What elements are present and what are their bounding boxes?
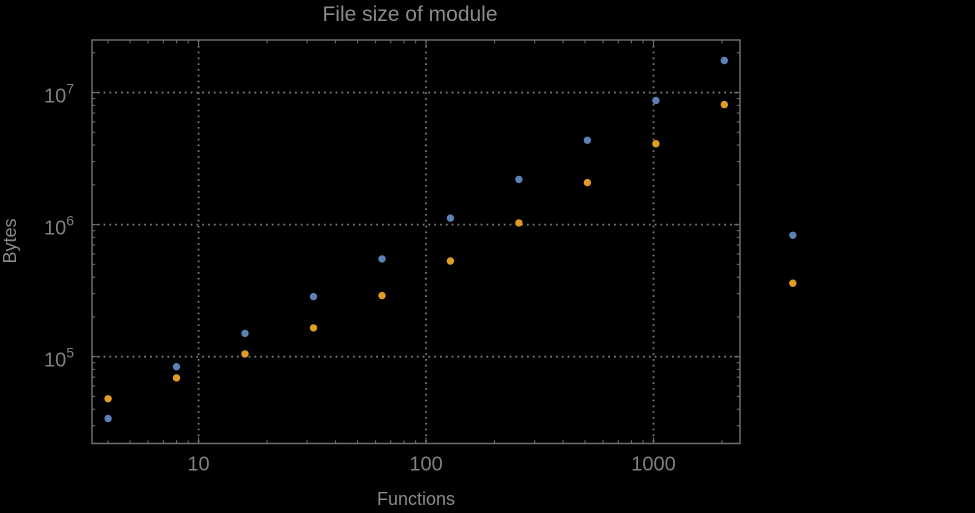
data-points (104, 56, 797, 423)
data-point (789, 279, 797, 287)
data-point (583, 178, 592, 187)
data-point (515, 175, 523, 184)
data-point (583, 136, 592, 144)
gridlines (92, 40, 740, 444)
orange-series (104, 100, 797, 403)
axis-ticks (92, 40, 740, 444)
data-point (720, 56, 728, 65)
data-point (652, 96, 660, 105)
data-point (172, 374, 181, 382)
data-point (309, 292, 318, 301)
blue-series (104, 56, 797, 423)
data-point (309, 324, 318, 332)
data-point (172, 363, 181, 371)
data-point (104, 395, 112, 403)
x-axis-label: Functions (377, 489, 455, 509)
data-point (241, 329, 249, 338)
chart-title: File size of module (322, 3, 497, 26)
y-axis-label: Bytes (0, 218, 20, 263)
tick-labels: 10 100 1000 105 106 107 (44, 81, 676, 476)
data-point (720, 100, 728, 109)
data-point (446, 257, 455, 265)
x-tick-label: 10 (187, 454, 209, 476)
y-tick-label: 106 (44, 213, 74, 240)
y-tick-label: 107 (44, 81, 74, 108)
data-point (652, 140, 660, 148)
data-point (104, 414, 112, 423)
data-point (789, 231, 797, 239)
data-point (378, 255, 386, 263)
data-point (378, 291, 386, 300)
data-point (515, 219, 523, 227)
frame-rect (91, 39, 741, 445)
y-tick-label: 105 (44, 345, 74, 372)
x-tick-label: 100 (409, 454, 442, 476)
x-tick-label: 1000 (631, 454, 676, 476)
plot-frame (91, 39, 741, 445)
data-point (446, 214, 455, 222)
data-point (241, 350, 249, 358)
